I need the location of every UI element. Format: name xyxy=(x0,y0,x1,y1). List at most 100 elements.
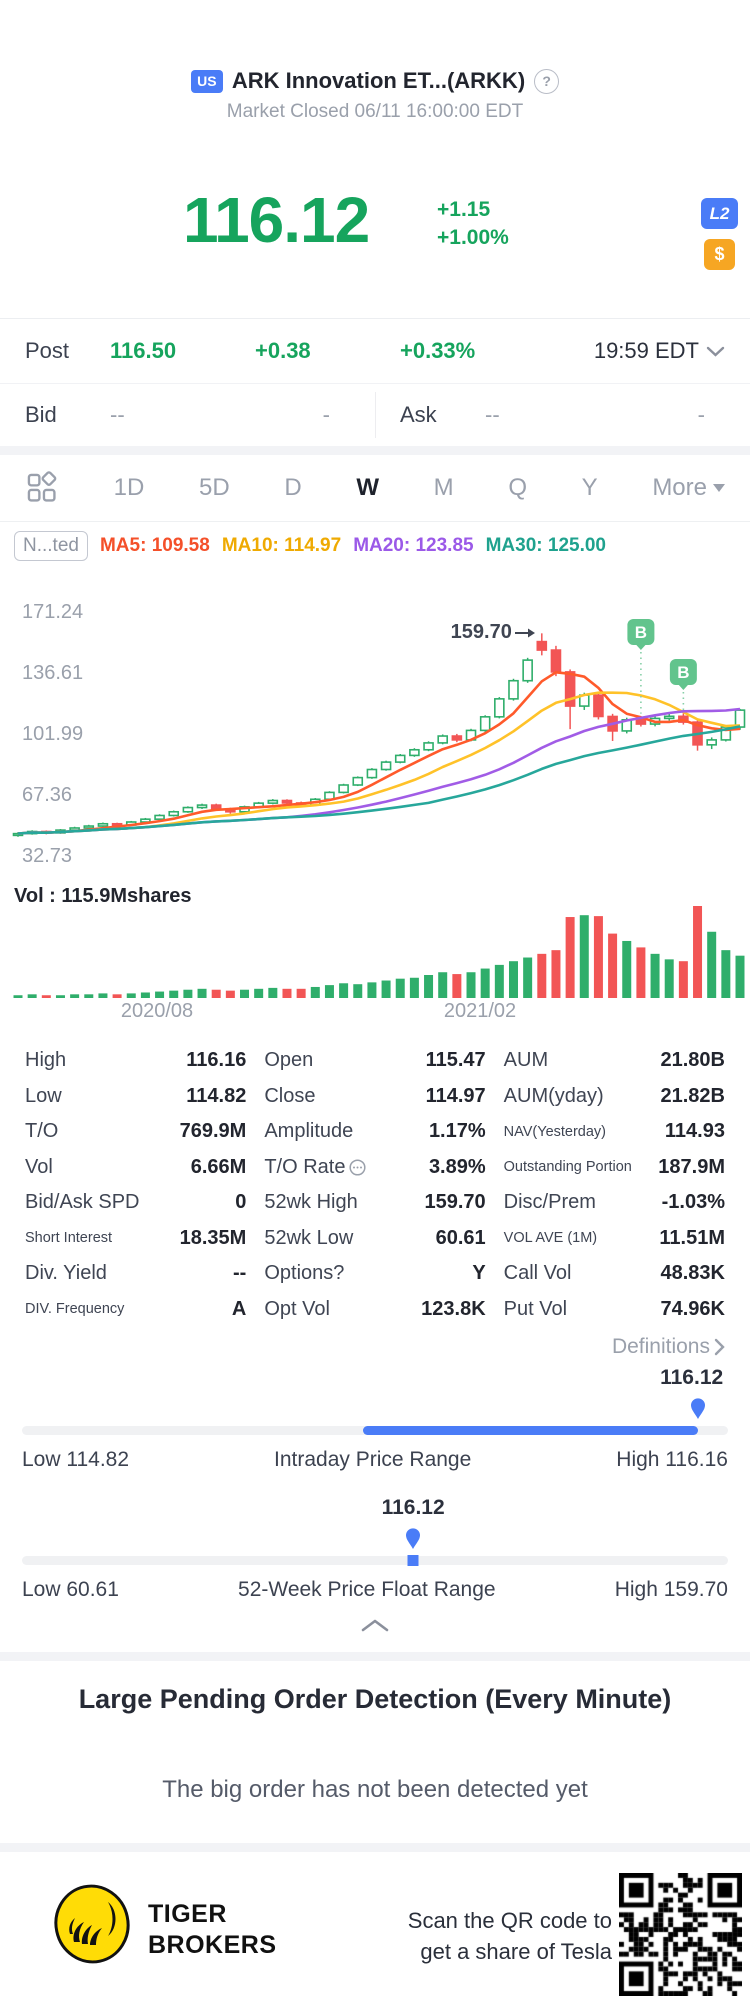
intraday-range-slider: 116.12 Low 114.82 Intraday Price Range H… xyxy=(0,1366,750,1478)
post-change-pct: +0.33% xyxy=(400,338,476,363)
market-status: Market Closed 06/11 16:00:00 EDT xyxy=(226,101,524,122)
ask-label: Ask xyxy=(400,402,437,427)
price-change: +1.15 xyxy=(437,198,491,221)
stat-row: Call Vol 48.83K xyxy=(504,1256,725,1292)
tab-5d[interactable]: 5D xyxy=(199,474,230,501)
definitions-link[interactable]: Definitions xyxy=(612,1335,725,1359)
post-time-dropdown[interactable]: 19:59 EDT xyxy=(594,338,725,364)
caret-down-icon xyxy=(713,484,725,492)
stat-value: A xyxy=(231,1297,247,1320)
divider xyxy=(0,383,750,384)
week52-range-slider: 116.12 Low 60.61 52-Week Price Float Ran… xyxy=(0,1496,750,1608)
post-change: +0.38 xyxy=(255,338,311,363)
currency-badge[interactable]: $ xyxy=(704,239,735,270)
qr-caption-line2: get a share of Tesla xyxy=(420,1939,612,1964)
stat-value: 114.97 xyxy=(425,1084,486,1107)
post-price: 116.50 xyxy=(110,338,177,363)
divider xyxy=(375,392,376,438)
stat-row: Amplitude 1.17% xyxy=(264,1114,485,1150)
stat-label: AUM(yday) xyxy=(503,1084,604,1107)
grid-layout-icon[interactable] xyxy=(25,471,59,505)
chart-period-tabs: 1D 5D D W M Q Y More xyxy=(0,455,750,521)
stat-label: Vol xyxy=(25,1155,53,1178)
stat-label: Disc/Prem xyxy=(503,1191,596,1214)
header: US ARK Innovation ET...(ARKK) ? xyxy=(0,68,750,94)
stat-row: 52wk High 159.70 xyxy=(264,1185,485,1221)
chevron-right-icon xyxy=(714,1338,725,1356)
stat-label: High xyxy=(25,1049,67,1072)
stat-value: 0 xyxy=(235,1191,247,1214)
adjustment-toggle[interactable]: N...ted xyxy=(14,531,88,561)
ma-legend: N...ted MA5: 109.58 MA10: 114.97 MA20: 1… xyxy=(14,531,606,561)
buy-marker[interactable]: B xyxy=(669,659,697,690)
ask-section: Ask -- - xyxy=(375,384,750,446)
bid-value: -- xyxy=(110,402,125,427)
collapse-panel-button[interactable] xyxy=(0,1618,750,1633)
stat-label: Div. Yield xyxy=(25,1262,107,1285)
stat-row: Close 114.97 xyxy=(264,1079,485,1115)
price-change-block: +1.15 +1.00% xyxy=(437,196,509,252)
stat-row: High 116.16 xyxy=(25,1043,246,1079)
ask-value: -- xyxy=(485,402,500,427)
tab-q[interactable]: Q xyxy=(508,474,527,501)
market-badge: US xyxy=(190,69,223,93)
volume-label: Vol : 115.9Mshares xyxy=(14,885,192,907)
week52-title: 52-Week Price Float Range xyxy=(238,1578,496,1601)
stat-value: 60.61 xyxy=(435,1226,486,1249)
tab-y[interactable]: Y xyxy=(581,474,598,501)
stat-label: Low xyxy=(25,1084,62,1107)
brand-line1: TIGER xyxy=(148,1900,227,1928)
stat-label: DIV. Frequency xyxy=(25,1301,125,1318)
tab-w-active[interactable]: W xyxy=(356,474,379,501)
bid-section: Bid -- - xyxy=(0,384,375,446)
brand-name: TIGER BROKERS xyxy=(148,1899,277,1961)
stat-value: 123.8K xyxy=(421,1297,486,1320)
price-pin-icon xyxy=(690,1398,705,1424)
stat-row: Low 114.82 xyxy=(25,1079,246,1115)
bid-size: - xyxy=(322,402,330,427)
y-axis-tick: 171.24 xyxy=(22,601,84,623)
chevron-up-icon xyxy=(361,1619,389,1632)
divider xyxy=(0,318,750,319)
stat-value: 48.83K xyxy=(660,1262,725,1285)
post-time: 19:59 EDT xyxy=(593,338,699,363)
tab-d[interactable]: D xyxy=(284,474,302,501)
quote-badges: L2 $ xyxy=(701,198,738,270)
buy-marker[interactable]: B xyxy=(627,619,655,650)
stat-value: -- xyxy=(233,1262,247,1285)
high-annotation: 159.70 xyxy=(451,621,535,644)
stat-row: Outstanding Portion 187.9M xyxy=(504,1150,725,1186)
stat-row: 52wk Low 60.61 xyxy=(264,1221,485,1257)
stat-row: Put Vol 74.96K xyxy=(504,1292,725,1328)
intraday-track xyxy=(22,1426,728,1435)
stat-value: 116.16 xyxy=(186,1049,247,1072)
tab-m[interactable]: M xyxy=(433,474,454,501)
candlestick-chart[interactable]: B B 171.24 136.61 101.99 67.36 32.73 159.70 xyxy=(0,570,750,875)
last-price: 116.12 xyxy=(183,184,370,256)
stat-label: 52wk Low xyxy=(264,1226,354,1249)
y-axis-tick: 136.61 xyxy=(22,662,84,684)
stat-value: 21.82B xyxy=(660,1084,725,1107)
intraday-high-label: High 116.16 xyxy=(616,1448,728,1471)
price-pane[interactable]: B B xyxy=(0,570,750,875)
stat-value: 159.70 xyxy=(424,1191,486,1214)
volume-pane[interactable] xyxy=(0,901,750,1001)
stat-label: Options? xyxy=(264,1262,345,1285)
stat-label: Close xyxy=(264,1084,316,1107)
stat-row: Options? Y xyxy=(264,1256,485,1292)
tab-more[interactable]: More xyxy=(652,474,725,502)
stat-row: Short Interest 18.35M xyxy=(25,1221,246,1257)
help-icon[interactable]: ? xyxy=(534,68,560,94)
ma20-legend: MA20: 123.85 xyxy=(353,535,474,556)
stat-row: Bid/Ask SPD 0 xyxy=(25,1185,246,1221)
stat-row: Div. Yield -- xyxy=(25,1256,246,1292)
intraday-title: Intraday Price Range xyxy=(274,1448,472,1471)
stat-label: Call Vol xyxy=(503,1262,572,1285)
stat-label: Open xyxy=(264,1049,314,1072)
stat-value: 114.93 xyxy=(664,1120,725,1143)
level2-badge[interactable]: L2 xyxy=(701,198,738,229)
tab-1d[interactable]: 1D xyxy=(113,474,145,501)
arrow-right-icon xyxy=(514,628,535,638)
info-icon[interactable] xyxy=(349,1159,367,1176)
stat-value: -1.03% xyxy=(661,1191,725,1214)
